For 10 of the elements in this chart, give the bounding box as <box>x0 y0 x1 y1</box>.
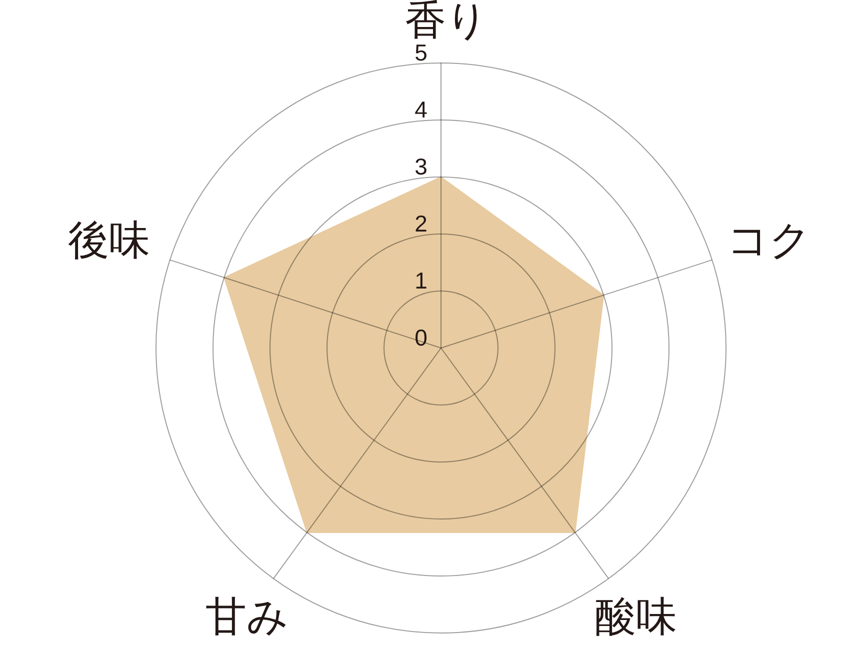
y-tick-label: 0 <box>414 324 428 350</box>
y-tick-label: 1 <box>414 267 428 294</box>
y-tick-label: 5 <box>414 39 428 66</box>
spoke-label: 酸味 <box>594 593 677 640</box>
y-tick-label: 2 <box>414 210 428 236</box>
spoke-label: コク <box>726 217 811 264</box>
y-tick-label: 3 <box>414 153 428 180</box>
y-tick-label: 4 <box>414 96 428 122</box>
spoke-label: 甘み <box>206 593 289 640</box>
spoke-label: 後味 <box>68 216 150 263</box>
